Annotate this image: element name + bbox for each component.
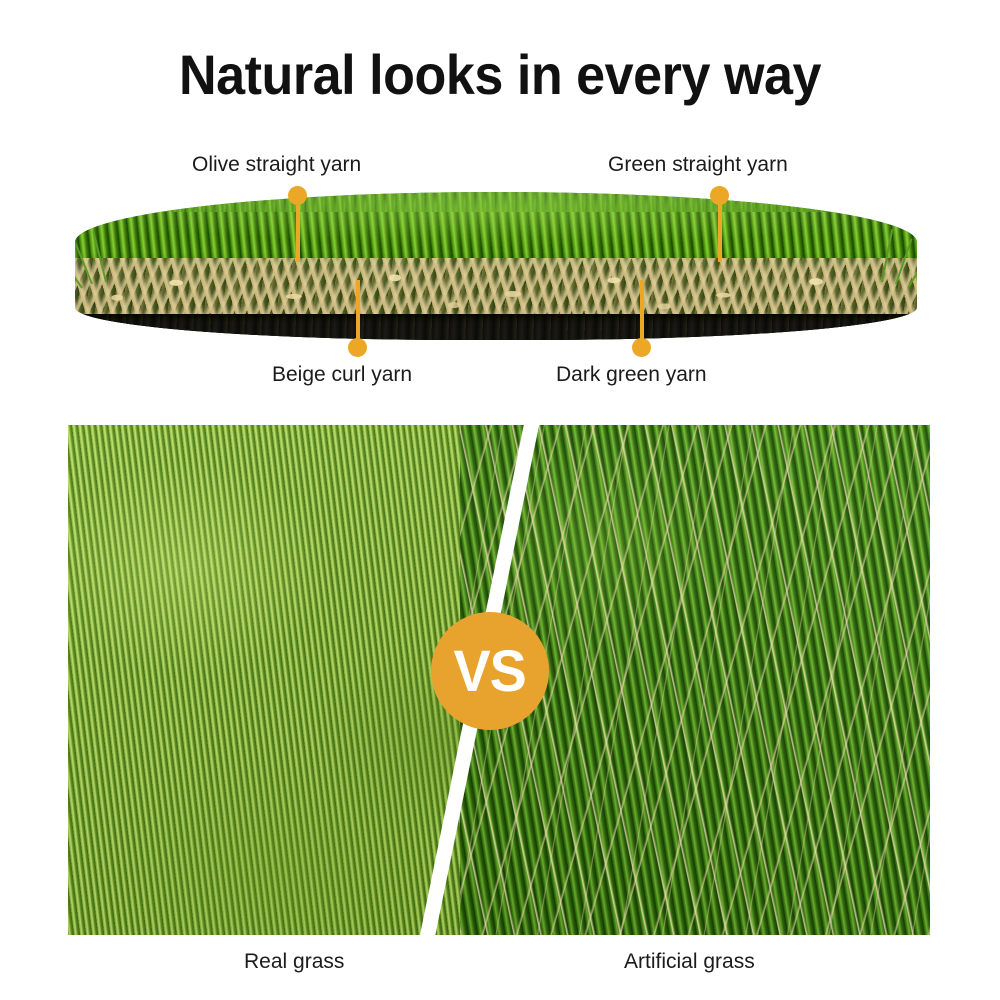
pin-dot-icon — [632, 338, 651, 357]
callout-pin-beige-curl-yarn — [348, 280, 367, 358]
callout-pin-green-straight-yarn — [710, 186, 729, 262]
turf-backing-layer — [75, 314, 917, 340]
callout-label-green-straight-yarn: Green straight yarn — [608, 153, 788, 176]
pin-stem-icon — [295, 200, 300, 262]
callout-label-dark-green-yarn: Dark green yarn — [556, 363, 707, 386]
callout-pin-olive-straight-yarn — [288, 186, 307, 262]
turf-blade-fringe — [75, 192, 917, 212]
pin-stem-icon — [717, 200, 722, 262]
callout-label-olive-straight-yarn: Olive straight yarn — [192, 153, 362, 176]
callout-pin-dark-green-yarn — [632, 280, 651, 358]
turf-body — [75, 192, 917, 340]
pin-dot-icon — [288, 186, 307, 205]
caption-real-grass: Real grass — [244, 950, 345, 973]
caption-artificial-grass: Artificial grass — [624, 950, 755, 973]
pin-dot-icon — [348, 338, 367, 357]
callout-label-beige-curl-yarn: Beige curl yarn — [272, 363, 413, 386]
pin-stem-icon — [639, 280, 644, 344]
turf-sample-image — [75, 192, 917, 340]
pin-dot-icon — [710, 186, 729, 205]
pin-stem-icon — [355, 280, 360, 344]
turf-cross-section-diagram: Olive straight yarn Green straight yarn … — [0, 153, 1000, 410]
vs-badge: VS — [431, 612, 549, 730]
page-title: Natural looks in every way — [178, 43, 822, 106]
vs-badge-label: VS — [453, 638, 527, 704]
turf-thatch-layer — [75, 258, 917, 320]
